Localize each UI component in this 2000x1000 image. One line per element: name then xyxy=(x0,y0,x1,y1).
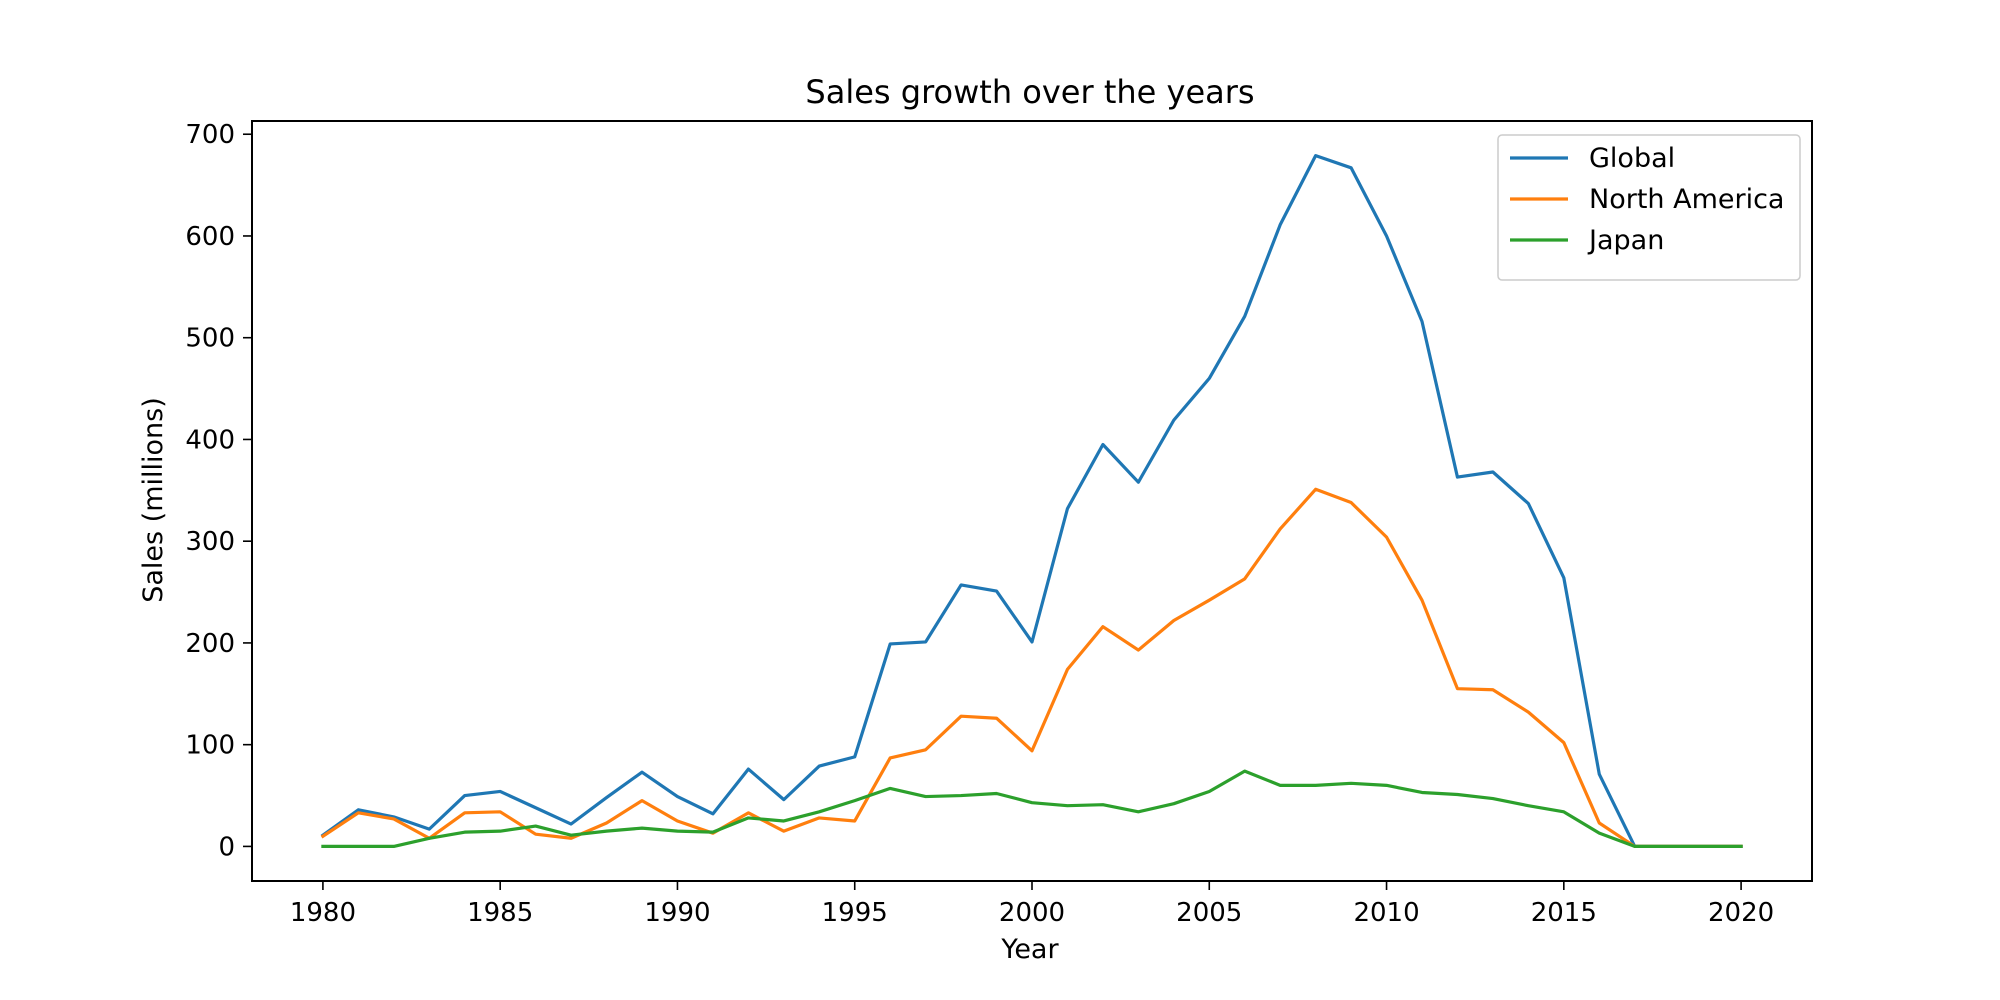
y-tick-label: 100 xyxy=(185,731,235,761)
chart-title: Sales growth over the years xyxy=(805,73,1254,111)
series-line-north-america xyxy=(320,487,1743,849)
x-tick-label: 2005 xyxy=(1176,898,1242,928)
plot-area: 1980 1985 1990 1995 2000 2005 2010 2015 2020 0 10… xyxy=(185,120,1813,928)
x-tick-label: 2000 xyxy=(999,898,1065,928)
legend-label: Global xyxy=(1589,143,1675,174)
y-tick-label: 300 xyxy=(185,527,235,557)
series-lines xyxy=(320,153,1743,849)
series-line-japan xyxy=(321,769,1743,849)
y-tick-label: 0 xyxy=(218,832,235,862)
x-tick-label: 1985 xyxy=(467,898,533,928)
y-tick-label: 700 xyxy=(185,120,235,150)
x-tick-label: 2010 xyxy=(1353,898,1419,928)
x-tick-label: 1980 xyxy=(290,898,356,928)
y-tick-label: 500 xyxy=(185,324,235,354)
y-tick-label: 600 xyxy=(185,222,235,252)
y-tick-label: 200 xyxy=(185,629,235,659)
x-tick-label: 1995 xyxy=(822,898,888,928)
x-tick-label: 2020 xyxy=(1708,898,1774,928)
x-tick-label: 2015 xyxy=(1531,898,1597,928)
series-line-global xyxy=(320,153,1743,849)
x-axis-label: Year xyxy=(1000,934,1059,965)
y-tick-label: 400 xyxy=(185,425,235,455)
x-tick-label: 1990 xyxy=(644,898,710,928)
y-axis-label: Sales (millions) xyxy=(138,397,169,603)
legend-box xyxy=(1497,134,1801,281)
y-axis: 0 100 200 300 400 500 600 700 xyxy=(185,120,252,862)
x-axis: 1980 1985 1990 1995 2000 2005 2010 2015 2020 xyxy=(290,881,1774,928)
legend: Global North America Japan xyxy=(1497,134,1801,281)
legend-label: Japan xyxy=(1587,225,1664,256)
legend-label: North America xyxy=(1589,184,1784,215)
